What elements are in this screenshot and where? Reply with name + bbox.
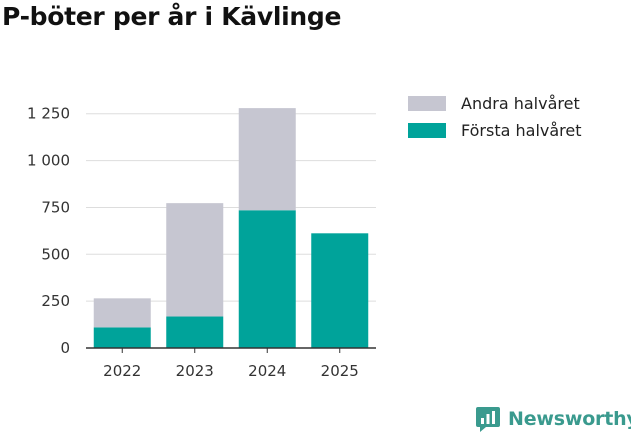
x-axis-tick-labels: 2022 2023 2024 2025: [103, 348, 359, 380]
newsworthy-logo-icon: [476, 407, 500, 432]
legend-label-forsta-halvaret: Första halvåret: [461, 121, 582, 140]
legend-item-andra-halvaret[interactable]: Andra halvåret: [408, 90, 582, 117]
x-tick-label: 2025: [321, 362, 359, 380]
bar-2023-andra-halvaret: [166, 203, 224, 317]
bar-2023-forsta-halvaret: [166, 316, 224, 348]
legend-label-andra-halvaret: Andra halvåret: [461, 94, 580, 113]
bar-2024-andra-halvaret: [238, 108, 296, 211]
bar-2025-forsta-halvaret: [311, 233, 369, 348]
x-tick-label: 2023: [176, 362, 214, 380]
bar-2022-andra-halvaret: [93, 298, 151, 328]
legend-item-forsta-halvaret[interactable]: Första halvåret: [408, 117, 582, 144]
bar-2024-forsta-halvaret: [238, 210, 296, 348]
legend-swatch-andra-halvaret: [408, 96, 446, 111]
y-tick-label: 0: [60, 339, 70, 357]
newsworthy-brand: Newsworthy: [475, 405, 631, 433]
x-tick-label: 2022: [103, 362, 141, 380]
bars: [93, 108, 369, 348]
chart-title: P-böter per år i Kävlinge: [2, 2, 342, 31]
y-tick-label: 750: [41, 198, 70, 216]
brand-name: Newsworthy: [508, 408, 631, 430]
y-tick-label: 250: [41, 292, 70, 310]
bar-2022-forsta-halvaret: [93, 327, 151, 348]
legend: Andra halvåret Första halvåret: [408, 90, 582, 144]
x-tick-label: 2024: [248, 362, 286, 380]
y-axis-tick-labels: 0 250 500 750 1 000 1 250: [27, 105, 70, 357]
y-tick-label: 500: [41, 245, 70, 263]
legend-swatch-forsta-halvaret: [408, 123, 446, 138]
y-tick-label: 1 000: [27, 152, 70, 170]
y-tick-label: 1 250: [27, 105, 70, 123]
